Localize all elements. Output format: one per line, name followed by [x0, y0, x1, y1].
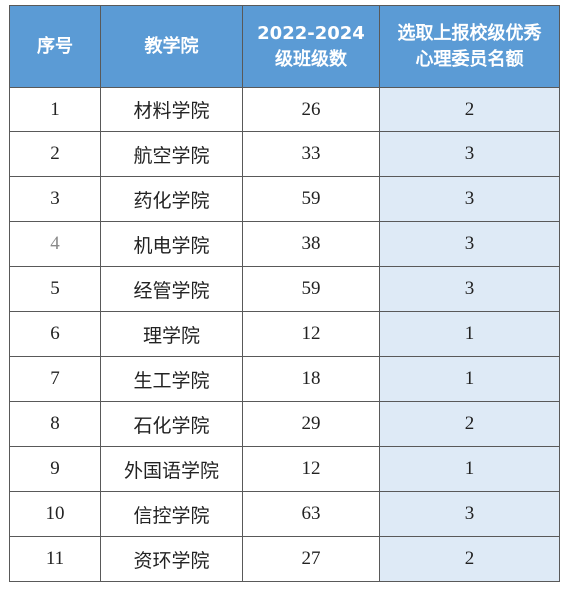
- header-college-label: 教学院: [144, 35, 199, 57]
- cell-index: 7: [9, 356, 101, 402]
- cell-college: 机电学院: [100, 221, 243, 267]
- cell-college: 航空学院: [100, 131, 243, 177]
- header-quota: 选取上报校级优秀 心理委员名额: [379, 5, 560, 88]
- cell-college: 材料学院: [100, 87, 243, 132]
- table-row: 7 生工学院 18 1: [9, 356, 560, 402]
- table-row: 8 石化学院 29 2: [9, 401, 560, 447]
- cell-class-count: 18: [242, 356, 380, 402]
- cell-index: 6: [9, 311, 101, 357]
- cell-college: 药化学院: [100, 176, 243, 222]
- table-row: 6 理学院 12 1: [9, 311, 560, 357]
- header-quota-line2: 心理委员名额: [415, 48, 524, 70]
- header-class-count-line1: 2022-2024: [257, 22, 365, 44]
- header-class-count: 2022-2024 级班级数: [242, 5, 380, 88]
- cell-college: 信控学院: [100, 491, 243, 537]
- cell-quota: 2: [379, 536, 560, 582]
- cell-class-count: 63: [242, 491, 380, 537]
- table-row: 3 药化学院 59 3: [9, 176, 560, 222]
- table-row: 11 资环学院 27 2: [9, 536, 560, 582]
- table-row: 9 外国语学院 12 1: [9, 446, 560, 492]
- cell-college: 资环学院: [100, 536, 243, 582]
- table-row: 5 经管学院 59 3: [9, 266, 560, 312]
- cell-quota: 3: [379, 176, 560, 222]
- cell-quota: 1: [379, 311, 560, 357]
- cell-index: 10: [9, 491, 101, 537]
- cell-index: 3: [9, 176, 101, 222]
- cell-quota: 2: [379, 87, 560, 132]
- cell-class-count: 12: [242, 446, 380, 492]
- header-row: 序号 教学院 2022-2024 级班级数 选取上报校级优秀 心理委员名额: [9, 5, 560, 88]
- table-row: 10 信控学院 63 3: [9, 491, 560, 537]
- cell-class-count: 12: [242, 311, 380, 357]
- cell-quota: 3: [379, 491, 560, 537]
- quota-table: 序号 教学院 2022-2024 级班级数 选取上报校级优秀 心理委员名额 1 材料学…: [9, 5, 560, 582]
- cell-index: 4: [9, 221, 101, 267]
- cell-class-count: 59: [242, 266, 380, 312]
- cell-class-count: 29: [242, 401, 380, 447]
- cell-college: 经管学院: [100, 266, 243, 312]
- cell-class-count: 59: [242, 176, 380, 222]
- cell-class-count: 26: [242, 87, 380, 132]
- cell-quota: 3: [379, 266, 560, 312]
- cell-index: 1: [9, 87, 101, 132]
- header-college: 教学院: [100, 5, 243, 88]
- header-index-label: 序号: [37, 35, 73, 57]
- table-body: 1 材料学院 26 2 2 航空学院 33 3 3 药化学院 59 3 4 机电学院 38 3 5 经管学院 59 3…: [9, 87, 560, 582]
- cell-college: 生工学院: [100, 356, 243, 402]
- cell-quota: 1: [379, 446, 560, 492]
- cell-college: 外国语学院: [100, 446, 243, 492]
- cell-quota: 1: [379, 356, 560, 402]
- header-quota-line1: 选取上报校级优秀: [397, 22, 542, 44]
- cell-class-count: 27: [242, 536, 380, 582]
- table-row: 1 材料学院 26 2: [9, 87, 560, 132]
- cell-class-count: 33: [242, 131, 380, 177]
- cell-quota: 3: [379, 131, 560, 177]
- cell-quota: 2: [379, 401, 560, 447]
- cell-index: 5: [9, 266, 101, 312]
- table-header: 序号 教学院 2022-2024 级班级数 选取上报校级优秀 心理委员名额: [9, 5, 560, 88]
- table-row: 2 航空学院 33 3: [9, 131, 560, 177]
- header-class-count-line2: 级班级数: [275, 48, 347, 70]
- table-row: 4 机电学院 38 3: [9, 221, 560, 267]
- cell-index: 8: [9, 401, 101, 447]
- cell-class-count: 38: [242, 221, 380, 267]
- cell-index: 11: [9, 536, 101, 582]
- cell-college: 理学院: [100, 311, 243, 357]
- cell-index: 9: [9, 446, 101, 492]
- cell-college: 石化学院: [100, 401, 243, 447]
- cell-quota: 3: [379, 221, 560, 267]
- header-index: 序号: [9, 5, 101, 88]
- cell-index: 2: [9, 131, 101, 177]
